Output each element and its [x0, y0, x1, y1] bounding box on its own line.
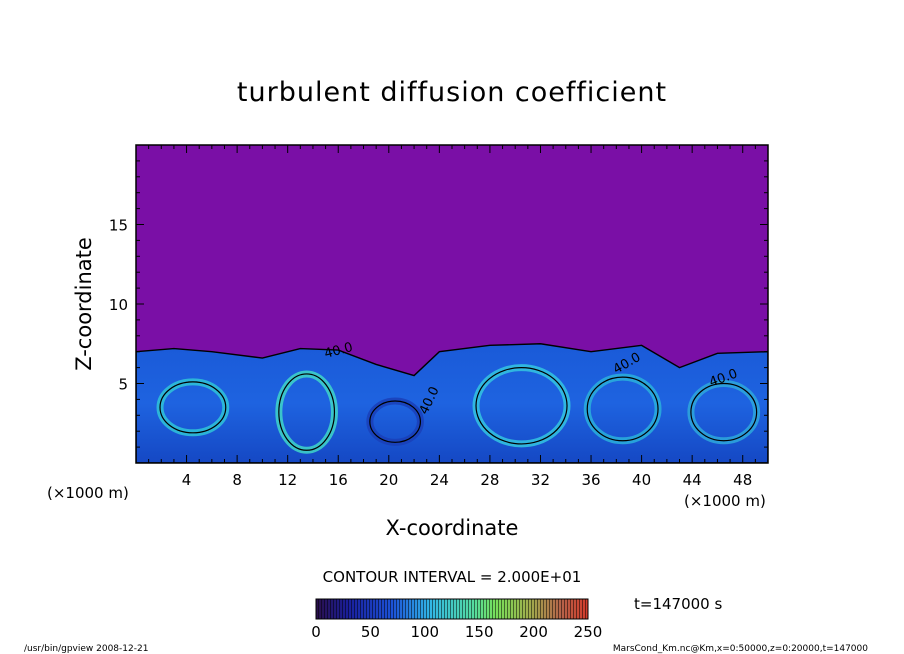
x-tick-label: 24 — [430, 471, 449, 489]
colorbar-frame — [315, 598, 589, 620]
time-label: t=147000 s — [634, 595, 722, 613]
colorbar-ticks: 0 50 100 150 200 250 — [311, 623, 602, 641]
x-tick-label: 44 — [683, 471, 702, 489]
colorbar-tick-label: 50 — [361, 623, 380, 641]
contour-interval: CONTOUR INTERVAL = 2.000E+01 — [323, 568, 582, 586]
colorbar-tick-label: 100 — [410, 623, 439, 641]
colorbar-tick-label: 250 — [574, 623, 603, 641]
eddy-2-contour — [278, 373, 336, 451]
x-unit-left: (×1000 m) — [47, 484, 129, 502]
y-tick-label: 15 — [109, 217, 128, 235]
turbulent-layer-fill — [136, 343, 768, 463]
x-axis-ticks: 4 8 12 16 20 24 28 32 36 40 44 48 — [148, 145, 756, 489]
x-tick-label: 48 — [733, 471, 752, 489]
colorbar-tick-label: 0 — [311, 623, 321, 641]
x-tick-label: 12 — [278, 471, 297, 489]
y-axis-label: Z-coordinate — [72, 237, 96, 371]
x-tick-label: 36 — [581, 471, 600, 489]
contour-label: 40.0 — [323, 340, 355, 362]
y-tick-label: 5 — [118, 376, 128, 394]
x-tick-label: 16 — [329, 471, 348, 489]
eddy-3-contour — [369, 400, 421, 443]
colorbar-tick-label: 150 — [465, 623, 494, 641]
plot-area: 40.040.040.040.0 4 8 12 16 20 24 28 32 36 40 44 48 … — [109, 144, 769, 489]
x-axis-label: X-coordinate — [386, 516, 519, 540]
colorbar-tick-label: 200 — [519, 623, 548, 641]
eddy-5-contour — [586, 376, 659, 442]
colorbar-stripes — [316, 599, 588, 619]
eddy-6-contour — [690, 382, 758, 442]
eddy-1-contour — [159, 381, 227, 434]
x-unit-right: (×1000 m) — [684, 492, 766, 510]
x-tick-label: 8 — [232, 471, 242, 489]
x-tick-label: 40 — [632, 471, 651, 489]
x-tick-label: 28 — [480, 471, 499, 489]
footer-right: MarsCond_Km.nc@Km,x=0:50000,z=0:20000,t=… — [613, 644, 868, 654]
y-tick-label: 10 — [109, 296, 128, 314]
colorbar: 0 50 100 150 200 250 — [311, 598, 602, 641]
y-axis-ticks: 5 10 15 — [109, 160, 768, 448]
turbulent-layer: 40.040.040.040.0 — [136, 340, 768, 463]
footer-left: /usr/bin/gpview 2008-12-21 — [24, 644, 148, 654]
x-tick-label: 20 — [379, 471, 398, 489]
eddy-4-contour — [475, 367, 568, 445]
x-tick-label: 32 — [531, 471, 550, 489]
chart-title: turbulent diffusion coefficient — [237, 77, 667, 108]
x-tick-label: 4 — [182, 471, 192, 489]
